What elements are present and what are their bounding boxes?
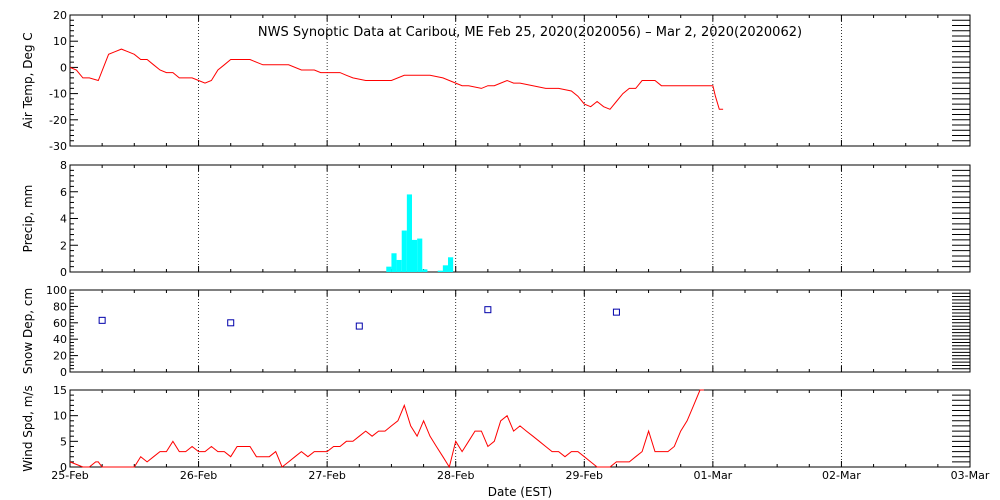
precip-bar [417, 238, 423, 272]
panel-2: 100 80 60 40 20 0 Snow Dep, cm [21, 284, 971, 379]
y-tick-label: 5 [60, 435, 67, 448]
precip-bar [386, 266, 392, 272]
y-tick-label: 80 [53, 300, 67, 313]
precip-bar [406, 194, 412, 272]
snow-depth-point [484, 306, 492, 314]
y-axis-label: Precip, mm [21, 185, 35, 253]
y-tick-label: 0 [60, 461, 67, 474]
precip-bar [401, 230, 407, 272]
panel-frame [69, 164, 971, 273]
snow-depth-point [355, 322, 363, 330]
panel-frame [69, 389, 971, 468]
x-tick-label: 28-Feb [437, 469, 474, 482]
y-tick-label: 2 [60, 239, 67, 252]
x-tick-label: 01-Mar [693, 469, 732, 482]
x-tick-label: 27-Feb [308, 469, 345, 482]
y-axis-label: Wind Spd, m/s [21, 385, 35, 471]
y-tick-label: 6 [60, 186, 67, 199]
y-axis-label: Snow Dep, cm [21, 288, 35, 374]
panel-3: 15 10 5 0 Wind Spd, m/s [21, 384, 971, 474]
y-tick-label: 8 [60, 159, 67, 172]
y-tick-label: 0 [60, 366, 67, 379]
y-tick-label: 60 [53, 317, 67, 330]
y-axis-label: Air Temp, Deg C [21, 32, 35, 128]
precip-bar [391, 253, 397, 272]
y-tick-label: 0 [60, 61, 67, 74]
snow-depth-point [612, 308, 620, 316]
y-tick-label: 4 [60, 213, 67, 226]
precip-bar [412, 239, 418, 272]
y-tick-label: -20 [49, 114, 67, 127]
panel-0: 20 10 0 -10 -20 -30 Air Temp, Deg C [21, 9, 971, 153]
precip-bar [437, 270, 443, 272]
precip-bar [442, 265, 448, 272]
y-tick-label: 20 [53, 350, 67, 363]
x-tick-label: 26-Feb [180, 469, 217, 482]
chart-title: NWS Synoptic Data at Caribou, ME Feb 25,… [258, 25, 802, 40]
y-tick-label: 100 [46, 284, 67, 297]
x-tick-label: 29-Feb [566, 469, 603, 482]
x-tick-label: 25-Feb [51, 469, 88, 482]
x-tick-label: 02-Mar [822, 469, 861, 482]
y-tick-label: 15 [53, 384, 67, 397]
y-tick-label: 0 [60, 266, 67, 279]
panel-1: 8 6 4 2 0 Precip, mm [21, 159, 971, 279]
y-tick-label: 40 [53, 333, 67, 346]
precip-bar [422, 269, 428, 272]
precip-bar [448, 257, 454, 272]
y-tick-label: 20 [53, 9, 67, 22]
y-tick-label: -30 [49, 140, 67, 153]
x-axis-label: Date (EST) [488, 485, 552, 499]
y-tick-label: 10 [53, 35, 67, 48]
snow-depth-point [98, 316, 106, 324]
y-tick-label: -10 [49, 88, 67, 101]
panel-frame [69, 289, 971, 373]
snow-depth-point [227, 319, 235, 327]
series-line-0 [69, 389, 704, 469]
y-tick-label: 10 [53, 410, 67, 423]
precip-bar [396, 259, 402, 272]
series-line-0 [69, 48, 724, 110]
x-tick-label: 03-Mar [951, 469, 990, 482]
